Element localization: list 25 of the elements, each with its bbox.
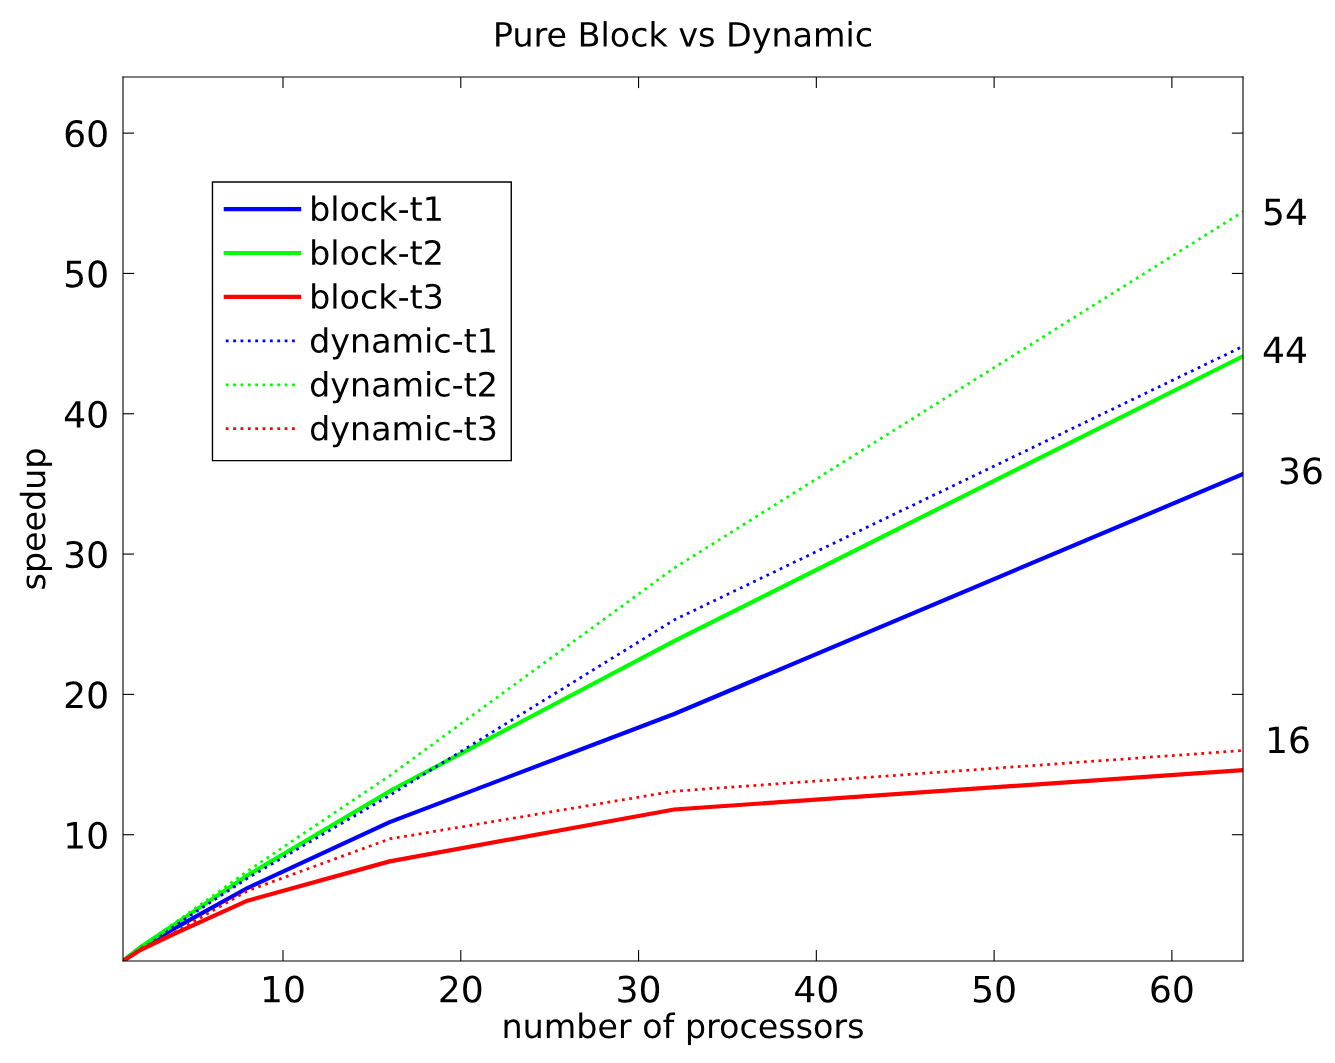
y-tick-label: 50 <box>65 260 107 288</box>
legend-label: dynamic-t3 <box>310 415 496 448</box>
y-tick-label: 30 <box>65 541 107 569</box>
x-tick-label: 30 <box>618 975 660 1003</box>
legend-label: dynamic-t1 <box>310 327 495 360</box>
y-tick-label: 20 <box>65 681 107 709</box>
text: 16 <box>1268 726 1309 754</box>
text: 36 <box>1280 457 1322 485</box>
legend-label: block-t2 <box>312 239 441 266</box>
legend-label: block-t1 <box>312 195 441 222</box>
x-tick-label: 50 <box>973 975 1015 1003</box>
x-axis-title: number of processors <box>504 1012 863 1045</box>
legend-label: block-t3 <box>312 283 442 310</box>
y-tick-label: 10 <box>67 821 107 849</box>
x-tick-label: 60 <box>1151 975 1193 1003</box>
x-tick-label: 20 <box>440 975 482 1003</box>
chart-title: Pure Block vs Dynamic <box>496 21 872 54</box>
y-tick-label: 40 <box>64 400 107 428</box>
x-tick-label: 10 <box>263 975 304 1003</box>
text: 54 <box>1264 198 1306 226</box>
x-tick-label: 40 <box>795 975 837 1003</box>
y-tick-label: 60 <box>65 120 107 148</box>
text: 44 <box>1263 336 1306 363</box>
y-axis-title: speedup <box>19 449 53 589</box>
legend-label: dynamic-t2 <box>310 371 495 404</box>
